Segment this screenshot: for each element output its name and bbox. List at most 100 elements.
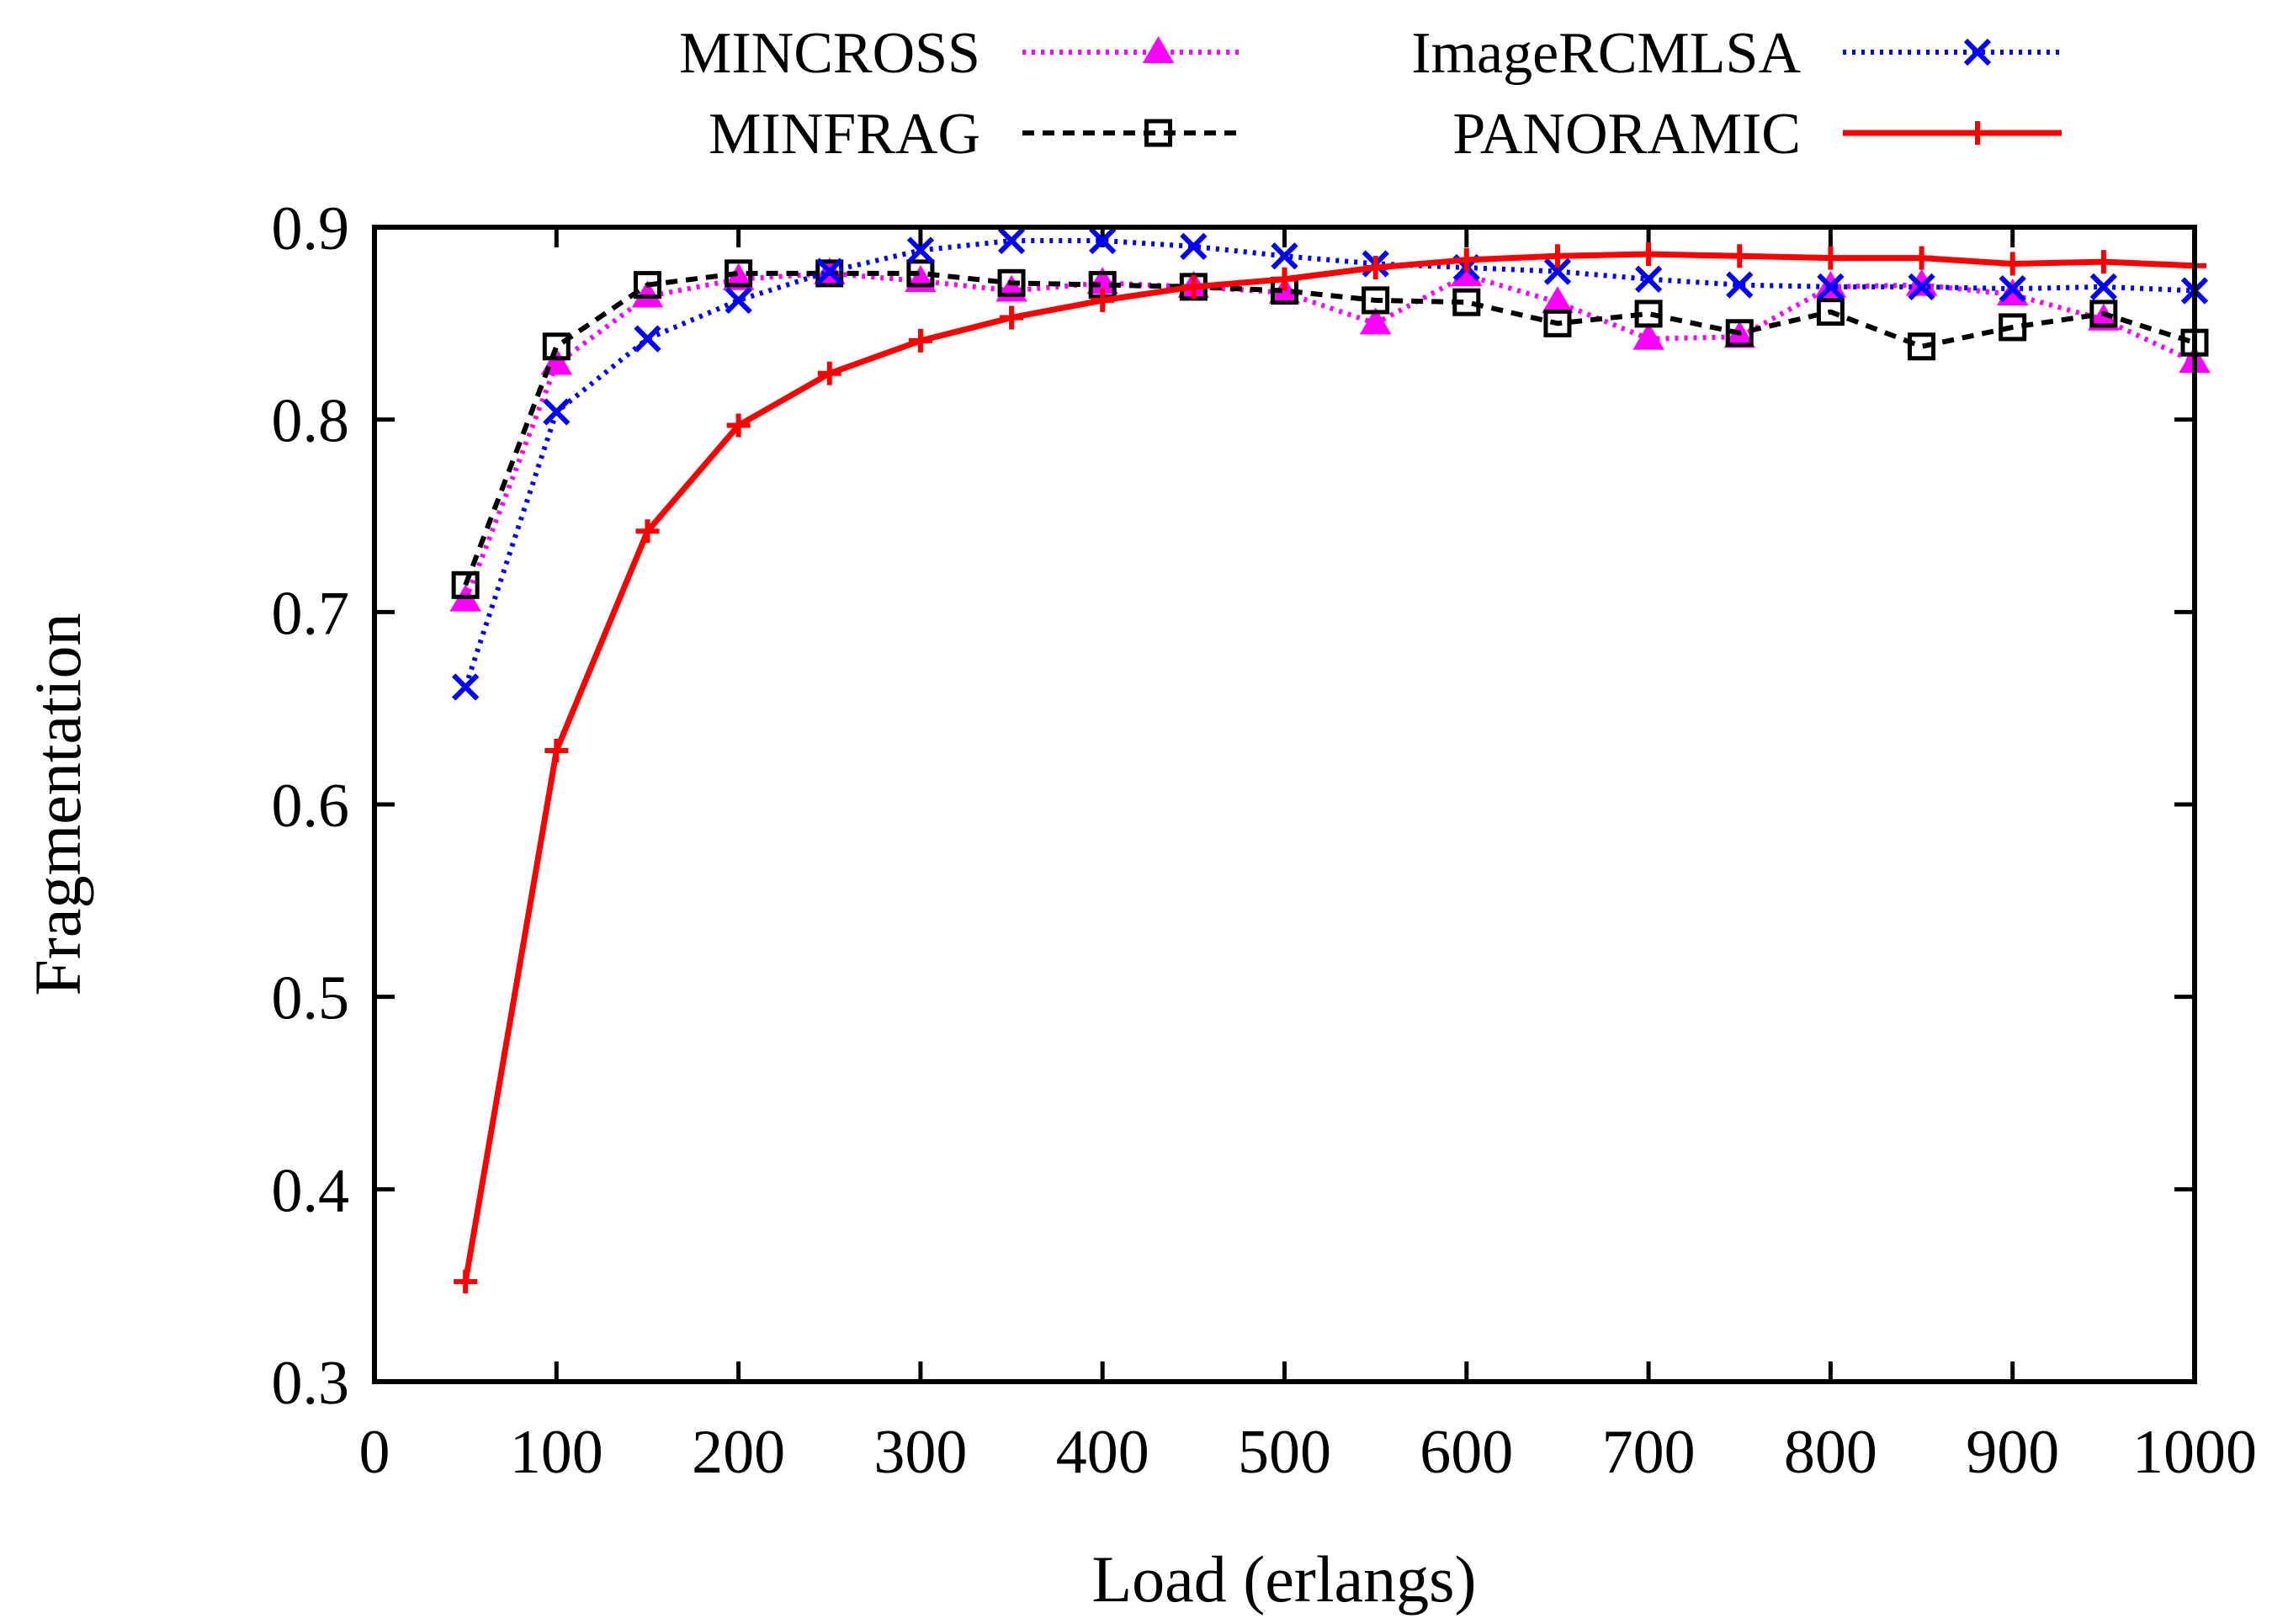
- x-tick-label: 700: [1602, 1418, 1696, 1487]
- plot-frame: [372, 225, 2197, 1384]
- data-point: [906, 259, 935, 288]
- legend-marker: [1966, 121, 1989, 145]
- legend-marker: [1963, 38, 1992, 66]
- legend-label: MINCROSS: [679, 21, 980, 86]
- data-point: [454, 1270, 478, 1294]
- data-point: [451, 571, 480, 599]
- data-point: [1089, 226, 1117, 255]
- data-point: [1454, 247, 1478, 272]
- x-tick-label: 500: [1238, 1418, 1331, 1487]
- series-line: [463, 270, 2195, 586]
- data-point: [452, 673, 480, 701]
- x-tick-label: 800: [1784, 1418, 1877, 1487]
- data-point: [815, 259, 844, 288]
- data-point: [908, 328, 932, 353]
- data-point: [815, 257, 843, 285]
- data-point: [2000, 252, 2025, 276]
- y-tick-label: 0.5: [272, 964, 350, 1033]
- y-tick-label: 0.9: [272, 194, 350, 263]
- data-point: [2091, 250, 2115, 274]
- data-point: [817, 361, 841, 385]
- data-point: [1728, 244, 1752, 268]
- legend-entry-imagercmlsa: ImageRCMLSA: [1411, 21, 2062, 86]
- data-point: [1359, 307, 1392, 335]
- y-tick-label: 0.7: [272, 579, 350, 648]
- series-panoramic: [454, 242, 2206, 1294]
- data-point: [725, 286, 752, 315]
- data-point: [2089, 273, 2117, 301]
- data-point: [544, 738, 569, 762]
- y-tick-label: 0.6: [272, 772, 350, 841]
- x-tick-label: 0: [359, 1418, 390, 1487]
- x-tick-label: 900: [1966, 1418, 2059, 1487]
- legend-label: MINFRAG: [709, 102, 980, 167]
- data-point: [1637, 242, 1661, 267]
- data-point: [543, 398, 571, 426]
- data-point: [997, 226, 1026, 255]
- x-tick-label: 400: [1056, 1418, 1149, 1487]
- data-point: [1272, 267, 1297, 291]
- legend-entry-panoramic: PANORAMIC: [1452, 102, 2062, 167]
- y-tick-label: 0.8: [272, 387, 350, 456]
- data-point: [1000, 305, 1024, 330]
- legend-label: PANORAMIC: [1452, 102, 1801, 167]
- data-point: [542, 332, 571, 361]
- x-tick-label: 600: [1420, 1418, 1513, 1487]
- data-point: [1363, 256, 1388, 280]
- data-point: [1542, 286, 1574, 314]
- data-point: [1180, 232, 1208, 260]
- tick-labels: 0 100 200 300 400 500 600 700 800 900 1000 0.3 0.4 0.…: [272, 194, 2258, 1487]
- data-point: [1816, 298, 1845, 326]
- data-point: [1452, 288, 1481, 316]
- data-point: [1545, 244, 1569, 268]
- data-point: [726, 413, 751, 438]
- series-layer: [449, 226, 2211, 1294]
- series-line: [462, 251, 2195, 1282]
- data-point: [633, 271, 661, 300]
- x-axis-label: Load (erlangs): [1092, 1542, 1477, 1616]
- data-point: [635, 519, 660, 544]
- y-axis-label: Fragmentation: [21, 613, 94, 996]
- data-point: [1908, 273, 1935, 301]
- legend-marker: [1144, 119, 1172, 147]
- series-minfrag: [451, 259, 2209, 599]
- data-point: [1908, 332, 1936, 361]
- data-point: [1543, 257, 1572, 285]
- data-point: [725, 259, 753, 288]
- data-point: [1909, 246, 1934, 270]
- x-tick-label: 300: [873, 1418, 967, 1487]
- data-point: [1271, 242, 1298, 270]
- data-point: [1999, 313, 2027, 342]
- series-line: [463, 270, 2196, 602]
- data-point: [1091, 288, 1115, 312]
- data-point: [1999, 275, 2026, 303]
- data-point: [2089, 300, 2118, 328]
- data-point: [1634, 265, 1663, 293]
- legend: MINCROSS MINFRAG ImageRCMLSA PANORAMIC: [679, 21, 2062, 167]
- axis-ticks: [372, 225, 2197, 1384]
- data-point: [1634, 300, 1663, 328]
- data-point: [1725, 319, 1754, 348]
- y-tick-label: 0.4: [272, 1156, 350, 1225]
- data-point: [906, 236, 935, 264]
- data-point: [1181, 274, 1206, 299]
- y-tick-label: 0.3: [272, 1349, 350, 1418]
- data-point: [1543, 309, 1572, 337]
- legend-entry-mincross: MINCROSS: [679, 21, 1244, 86]
- legend-label: ImageRCMLSA: [1411, 21, 1801, 86]
- data-point: [997, 268, 1026, 297]
- series-imagercmlsa: [452, 226, 2209, 701]
- data-point: [1632, 322, 1664, 350]
- data-point: [631, 280, 664, 308]
- data-point: [634, 325, 661, 353]
- data-point: [1362, 286, 1390, 315]
- series-mincross: [449, 257, 2211, 612]
- data-point: [1818, 246, 1843, 270]
- x-tick-label: 100: [510, 1418, 603, 1487]
- data-point: [1726, 271, 1754, 299]
- series-line: [463, 238, 2195, 688]
- data-point: [1817, 273, 1845, 301]
- x-tick-label: 1000: [2132, 1418, 2257, 1487]
- x-tick-label: 200: [692, 1418, 785, 1487]
